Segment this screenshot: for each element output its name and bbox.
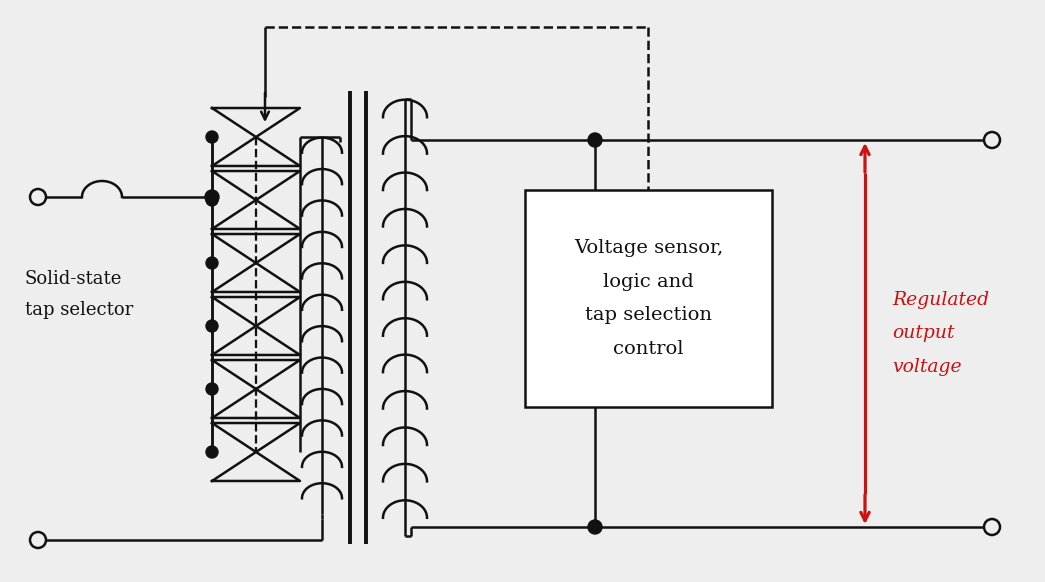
Circle shape: [30, 189, 46, 205]
Circle shape: [206, 383, 218, 395]
Text: Solid-state
tap selector: Solid-state tap selector: [25, 270, 134, 319]
Circle shape: [984, 519, 1000, 535]
Bar: [525, 190, 772, 407]
Text: Regulated
output
voltage: Regulated output voltage: [892, 291, 990, 376]
Circle shape: [205, 190, 219, 204]
Circle shape: [206, 131, 218, 143]
Circle shape: [206, 257, 218, 269]
Circle shape: [206, 320, 218, 332]
Circle shape: [206, 194, 218, 206]
Text: Voltage sensor,
logic and
tap selection
control: Voltage sensor, logic and tap selection …: [574, 239, 723, 357]
Circle shape: [588, 520, 602, 534]
Circle shape: [30, 532, 46, 548]
Circle shape: [206, 446, 218, 458]
Circle shape: [984, 132, 1000, 148]
Circle shape: [588, 133, 602, 147]
